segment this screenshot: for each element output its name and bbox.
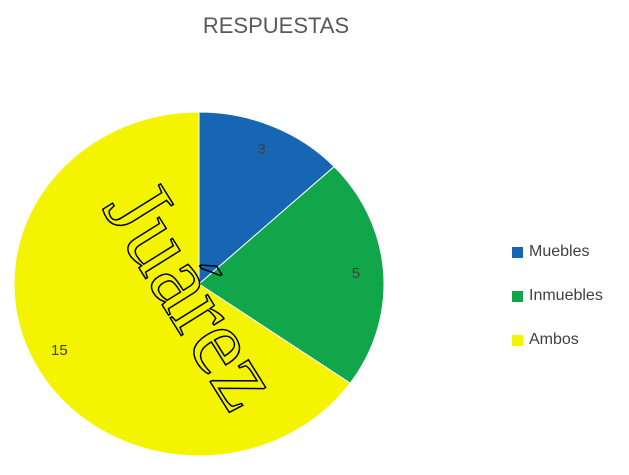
legend-swatch	[512, 291, 523, 302]
pie-slice	[198, 165, 385, 384]
data-label: 5	[352, 265, 360, 282]
legend-swatch	[512, 247, 523, 258]
legend-label: Inmuebles	[529, 287, 603, 304]
data-label: 15	[51, 342, 68, 359]
data-label: 3	[257, 141, 265, 158]
legend-label: Ambos	[529, 331, 579, 348]
legend-swatch	[512, 335, 523, 346]
chart-title: RESPUESTAS	[203, 13, 349, 38]
pie-slice	[13, 111, 351, 457]
legend-label: Muebles	[529, 243, 589, 260]
pie-slice	[198, 111, 335, 286]
